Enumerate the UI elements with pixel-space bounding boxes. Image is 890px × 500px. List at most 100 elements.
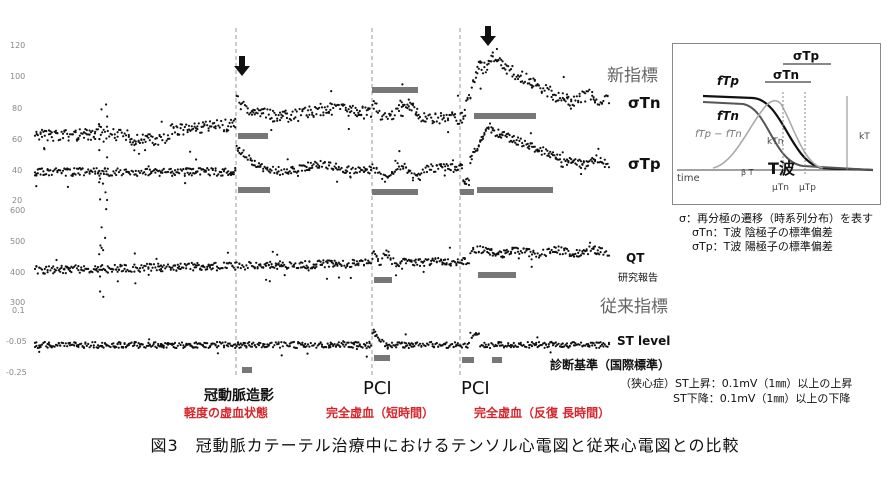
sigma-tn-point xyxy=(400,101,403,104)
sigma-tp-point xyxy=(579,166,583,170)
qt-point xyxy=(430,262,433,265)
sigma-tp-point xyxy=(537,149,541,152)
qt-point xyxy=(116,266,119,269)
qt-point xyxy=(161,270,164,273)
st-point xyxy=(47,341,51,344)
sigma-tp-point xyxy=(460,163,464,167)
qt-point xyxy=(602,253,605,256)
burst-point xyxy=(99,244,102,247)
qt-point xyxy=(332,262,335,265)
sigma-tn-point xyxy=(578,92,581,95)
sigma-tp-point xyxy=(161,169,164,172)
sigma-tn-point xyxy=(368,107,371,110)
st-point xyxy=(178,342,181,345)
qt-point xyxy=(116,280,119,283)
sigma-tn-point xyxy=(568,104,571,107)
sigma-tp-point xyxy=(434,170,437,173)
sigma-tn-point xyxy=(521,70,524,73)
sigma-tp-point xyxy=(207,168,210,171)
sigma-tn-point xyxy=(364,106,367,109)
sigma-tn-point xyxy=(437,116,440,119)
sigma-tp-point xyxy=(411,179,415,182)
sigma-tn-point xyxy=(253,113,256,116)
sigma-tn-point xyxy=(232,124,235,128)
st-point xyxy=(337,341,340,344)
st-point xyxy=(162,346,165,349)
sigma-tn-point xyxy=(63,130,66,133)
qt-point xyxy=(333,259,336,262)
sigma-tn-point xyxy=(544,84,548,87)
burst-point xyxy=(103,167,106,170)
sigma-tn-point xyxy=(214,127,217,130)
qt-point xyxy=(221,267,224,270)
qt-point xyxy=(463,257,466,260)
sigma-tn-point xyxy=(56,132,59,135)
qt-point xyxy=(288,261,291,264)
sigma-tp-point xyxy=(574,158,577,161)
st-point xyxy=(155,346,158,349)
sigma-tp-point xyxy=(607,166,611,169)
sigma-tn-point xyxy=(162,133,165,136)
sigma-tp-point xyxy=(397,165,401,168)
old-indicator-label: 従来指標 xyxy=(600,297,668,317)
sigma-tn-point xyxy=(500,58,503,61)
sigma-tp-point xyxy=(305,165,308,169)
sigma-tp-point xyxy=(253,164,256,167)
qt-point xyxy=(123,267,126,270)
sigma-tn-point xyxy=(406,103,409,106)
sigma-tp-point xyxy=(591,160,594,163)
qt-point xyxy=(120,264,123,267)
sigma-tn-point xyxy=(383,112,387,115)
st-point xyxy=(141,343,144,346)
sigma-tn-point xyxy=(533,78,536,81)
st-point xyxy=(365,347,368,350)
sigma-tp-point xyxy=(77,172,80,175)
sigma-tn-point xyxy=(165,139,168,142)
sigma-tn-point xyxy=(129,141,132,144)
sigma-tn-point xyxy=(354,113,357,117)
sigma-tn-point xyxy=(337,103,340,107)
sigma-tn-point xyxy=(50,131,53,134)
st-point xyxy=(454,345,457,348)
sigma-tp-point xyxy=(281,173,284,176)
sigma-tn-point xyxy=(218,126,221,129)
sigma-tp-point xyxy=(594,160,597,163)
qt-point xyxy=(502,255,506,259)
qt-point xyxy=(61,271,65,275)
sigma-tp-point xyxy=(542,146,545,149)
sigma-tp-point xyxy=(606,162,609,165)
sigma-tn-point xyxy=(92,135,95,138)
st-bar xyxy=(492,357,502,363)
sigma-tp-point xyxy=(549,156,552,159)
st-point xyxy=(234,343,237,346)
sigma-tp-point xyxy=(350,168,353,171)
qt-point xyxy=(530,258,533,261)
st-point xyxy=(427,343,430,346)
sigma-tn-point xyxy=(348,105,352,108)
qt-point xyxy=(353,262,356,265)
st-point xyxy=(61,342,65,345)
qt-point xyxy=(423,264,426,267)
sigma-tp-point xyxy=(396,168,399,171)
qt-point xyxy=(276,253,279,256)
sigma-tp-point xyxy=(340,166,343,170)
sigma-tn-point xyxy=(116,131,119,134)
st-point xyxy=(87,342,90,346)
qt-point xyxy=(509,252,513,255)
sigma-tp-point xyxy=(162,167,165,170)
sigma-tp-point xyxy=(430,168,433,171)
sigma-tp-point xyxy=(425,170,429,174)
qt-point xyxy=(355,260,359,263)
sigma-tn-point xyxy=(85,129,88,132)
st-point xyxy=(245,346,248,349)
sigma-tn-point xyxy=(50,136,53,139)
sigma-tn-point xyxy=(246,107,249,110)
sigma-tn-point xyxy=(577,101,580,104)
sigma-tn-point xyxy=(322,114,325,117)
st-point xyxy=(451,342,454,346)
sigma-tn-point xyxy=(592,98,595,101)
st-point xyxy=(535,343,538,346)
sigma-tn-point xyxy=(287,120,290,123)
sigma-tp-point xyxy=(362,166,366,169)
st-point xyxy=(459,344,462,347)
